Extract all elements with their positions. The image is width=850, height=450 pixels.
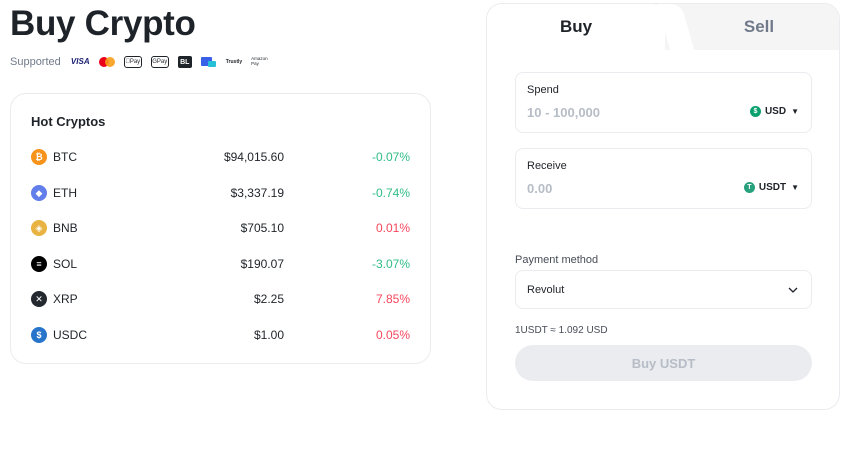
coin-symbol: XRP xyxy=(53,292,78,306)
apple-pay-logo: Pay xyxy=(123,56,142,68)
coin-change: 0.01% xyxy=(375,221,410,235)
receive-currency-select[interactable]: T USDT ▼ xyxy=(743,182,799,193)
bnb-icon: ◈ xyxy=(31,220,47,236)
payment-method-select[interactable]: Revolut xyxy=(515,270,812,309)
spend-currency-select[interactable]: $ USD ▼ xyxy=(749,106,799,117)
spend-field[interactable]: Spend 10 - 100,000 $ USD ▼ xyxy=(515,72,812,133)
buy-usdt-button[interactable]: Buy USDT xyxy=(515,345,812,381)
hot-cryptos-title: Hot Cryptos xyxy=(31,114,106,129)
coin-change: 0.05% xyxy=(375,328,410,342)
receive-label: Receive xyxy=(527,160,567,172)
tab-bar: Buy Sell xyxy=(487,4,839,50)
crypto-row-sol[interactable]: ≡ SOL $190.07 -3.07% xyxy=(11,254,430,274)
bl-logo: BL xyxy=(177,56,192,68)
receive-input[interactable]: 0.00 xyxy=(527,181,553,196)
solana-icon: ≡ xyxy=(31,256,47,272)
google-pay-logo: G Pay xyxy=(150,56,169,68)
caret-down-icon: ▼ xyxy=(791,183,799,192)
chevron-down-icon xyxy=(788,287,798,293)
trade-panel: Buy Sell Spend 10 - 100,000 $ USD ▼ Rece… xyxy=(486,3,840,410)
coin-symbol: USDC xyxy=(53,328,88,342)
payment-method-value: Revolut xyxy=(527,284,565,296)
receive-currency-label: USDT xyxy=(758,182,787,193)
mastercard-logo xyxy=(98,56,115,68)
google-pay-g: G xyxy=(152,59,157,65)
apple-pay-label: Pay xyxy=(127,59,140,65)
spend-label: Spend xyxy=(527,84,559,96)
supported-label: Supported xyxy=(10,56,61,68)
dollar-icon: $ xyxy=(749,106,761,117)
tether-icon: T xyxy=(743,182,755,193)
tab-sell[interactable]: Sell xyxy=(743,17,775,36)
crypto-row-eth[interactable]: ◆ ETH $3,337.19 -0.74% xyxy=(11,183,430,203)
xrp-icon: ✕ xyxy=(31,291,47,307)
payment-method-label: Payment method xyxy=(515,254,599,266)
coin-symbol: SOL xyxy=(53,257,78,271)
exchange-rate: 1USDT ≈ 1.092 USD xyxy=(515,325,608,336)
crypto-row-bnb[interactable]: ◈ BNB $705.10 0.01% xyxy=(11,218,430,238)
apple-pay-text:  xyxy=(125,59,130,65)
bitcoin-icon: ₿ xyxy=(31,149,47,165)
coin-change: -3.07% xyxy=(371,257,410,271)
spend-input[interactable]: 10 - 100,000 xyxy=(527,105,601,120)
caret-down-icon: ▼ xyxy=(791,107,799,116)
receive-field[interactable]: Receive 0.00 T USDT ▼ xyxy=(515,148,812,209)
coin-change: 7.85% xyxy=(375,292,410,306)
coin-price: $705.10 xyxy=(240,221,284,235)
tab-buy[interactable]: Buy xyxy=(487,4,665,50)
bank-transfer-icon xyxy=(200,56,217,68)
coin-change: -0.74% xyxy=(371,186,410,200)
coin-symbol: BTC xyxy=(53,150,77,164)
coin-price: $3,337.19 xyxy=(230,186,284,200)
hot-cryptos-card: Hot Cryptos ₿ BTC $94,015.60 -0.07% ◆ ETH $3,3… xyxy=(10,93,431,364)
page-title: Buy Crypto xyxy=(10,4,196,43)
visa-logo: VISA xyxy=(70,57,90,66)
coin-symbol: BNB xyxy=(53,221,78,235)
usdc-icon: $ xyxy=(31,327,47,343)
coin-price: $190.07 xyxy=(240,257,284,271)
trustly-logo: Trustly xyxy=(225,58,243,65)
coin-change: -0.07% xyxy=(371,150,410,164)
coin-price: $94,015.60 xyxy=(223,150,284,164)
crypto-row-xrp[interactable]: ✕ XRP $2.25 7.85% xyxy=(11,289,430,309)
coin-price: $1.00 xyxy=(253,328,284,342)
crypto-row-usdc[interactable]: $ USDC $1.00 0.05% xyxy=(11,325,430,345)
ethereum-icon: ◆ xyxy=(31,185,47,201)
coin-symbol: ETH xyxy=(53,186,77,200)
google-pay-label: Pay xyxy=(156,59,168,65)
coin-price: $2.25 xyxy=(253,292,284,306)
crypto-row-btc[interactable]: ₿ BTC $94,015.60 -0.07% xyxy=(11,147,430,167)
spend-currency-label: USD xyxy=(764,106,787,117)
amazon-pay-logo: Amazon Pay xyxy=(251,56,268,66)
